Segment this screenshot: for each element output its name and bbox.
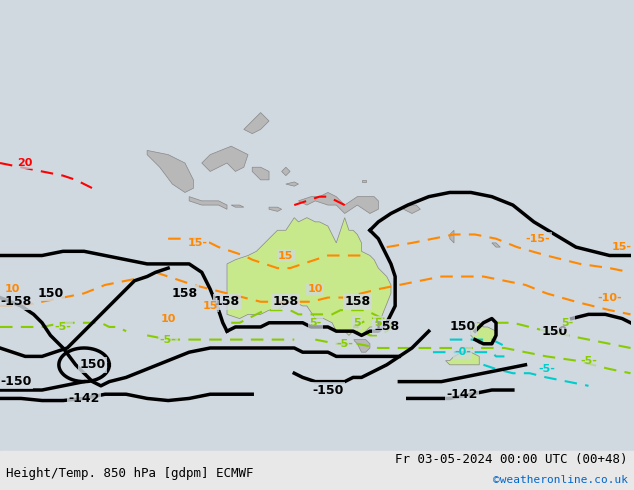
- Text: ©weatheronline.co.uk: ©weatheronline.co.uk: [493, 475, 628, 485]
- Text: 15: 15: [202, 301, 218, 311]
- Polygon shape: [286, 182, 299, 186]
- Polygon shape: [450, 230, 454, 243]
- Text: 150: 150: [450, 320, 476, 334]
- Text: 158: 158: [214, 295, 240, 308]
- Text: 158: 158: [172, 287, 198, 300]
- Polygon shape: [147, 150, 193, 193]
- Text: 150: 150: [37, 287, 63, 300]
- Polygon shape: [281, 167, 290, 175]
- Polygon shape: [492, 243, 500, 247]
- Polygon shape: [252, 167, 269, 180]
- Text: 158: 158: [344, 295, 370, 308]
- Text: 10: 10: [160, 314, 176, 323]
- Polygon shape: [404, 205, 420, 214]
- Polygon shape: [231, 205, 244, 207]
- Text: Fr 03-05-2024 00:00 UTC (00+48): Fr 03-05-2024 00:00 UTC (00+48): [395, 452, 628, 466]
- Text: 150: 150: [79, 358, 106, 371]
- Polygon shape: [244, 113, 269, 134]
- Text: 20: 20: [18, 158, 33, 168]
- Polygon shape: [202, 146, 248, 171]
- Text: -142: -142: [68, 392, 100, 405]
- Text: -15-: -15-: [526, 234, 550, 244]
- Polygon shape: [269, 207, 281, 211]
- Text: -142: -142: [447, 388, 478, 401]
- Text: 5: 5: [375, 318, 382, 328]
- Text: 10: 10: [5, 284, 20, 294]
- Text: -5-: -5-: [580, 356, 597, 366]
- Text: -158: -158: [0, 295, 31, 308]
- Polygon shape: [227, 218, 391, 335]
- Polygon shape: [353, 340, 370, 352]
- Text: 158: 158: [273, 295, 299, 308]
- Text: 5: 5: [354, 318, 361, 328]
- Text: -5-: -5-: [160, 335, 177, 344]
- Text: 15-: 15-: [188, 238, 207, 248]
- Text: -0-: -0-: [454, 347, 471, 357]
- Text: -10-: -10-: [597, 293, 622, 302]
- Text: -5-: -5-: [55, 322, 72, 332]
- Text: -150: -150: [312, 384, 344, 396]
- Polygon shape: [189, 196, 227, 209]
- Text: -150: -150: [0, 375, 31, 388]
- Text: 150: 150: [542, 325, 568, 338]
- Polygon shape: [471, 323, 496, 344]
- Text: -5-: -5-: [336, 339, 353, 349]
- Text: Height/Temp. 850 hPa [gdpm] ECMWF: Height/Temp. 850 hPa [gdpm] ECMWF: [6, 467, 254, 480]
- Text: 15-: 15-: [612, 242, 632, 252]
- Text: 15: 15: [278, 250, 294, 261]
- Polygon shape: [446, 352, 479, 365]
- Text: -5-: -5-: [538, 364, 555, 374]
- Text: 10: 10: [307, 284, 323, 294]
- Polygon shape: [361, 180, 366, 182]
- Text: 158: 158: [373, 320, 400, 334]
- Text: 5-: 5-: [561, 318, 574, 328]
- Polygon shape: [299, 193, 378, 214]
- Text: 5-: 5-: [309, 318, 321, 328]
